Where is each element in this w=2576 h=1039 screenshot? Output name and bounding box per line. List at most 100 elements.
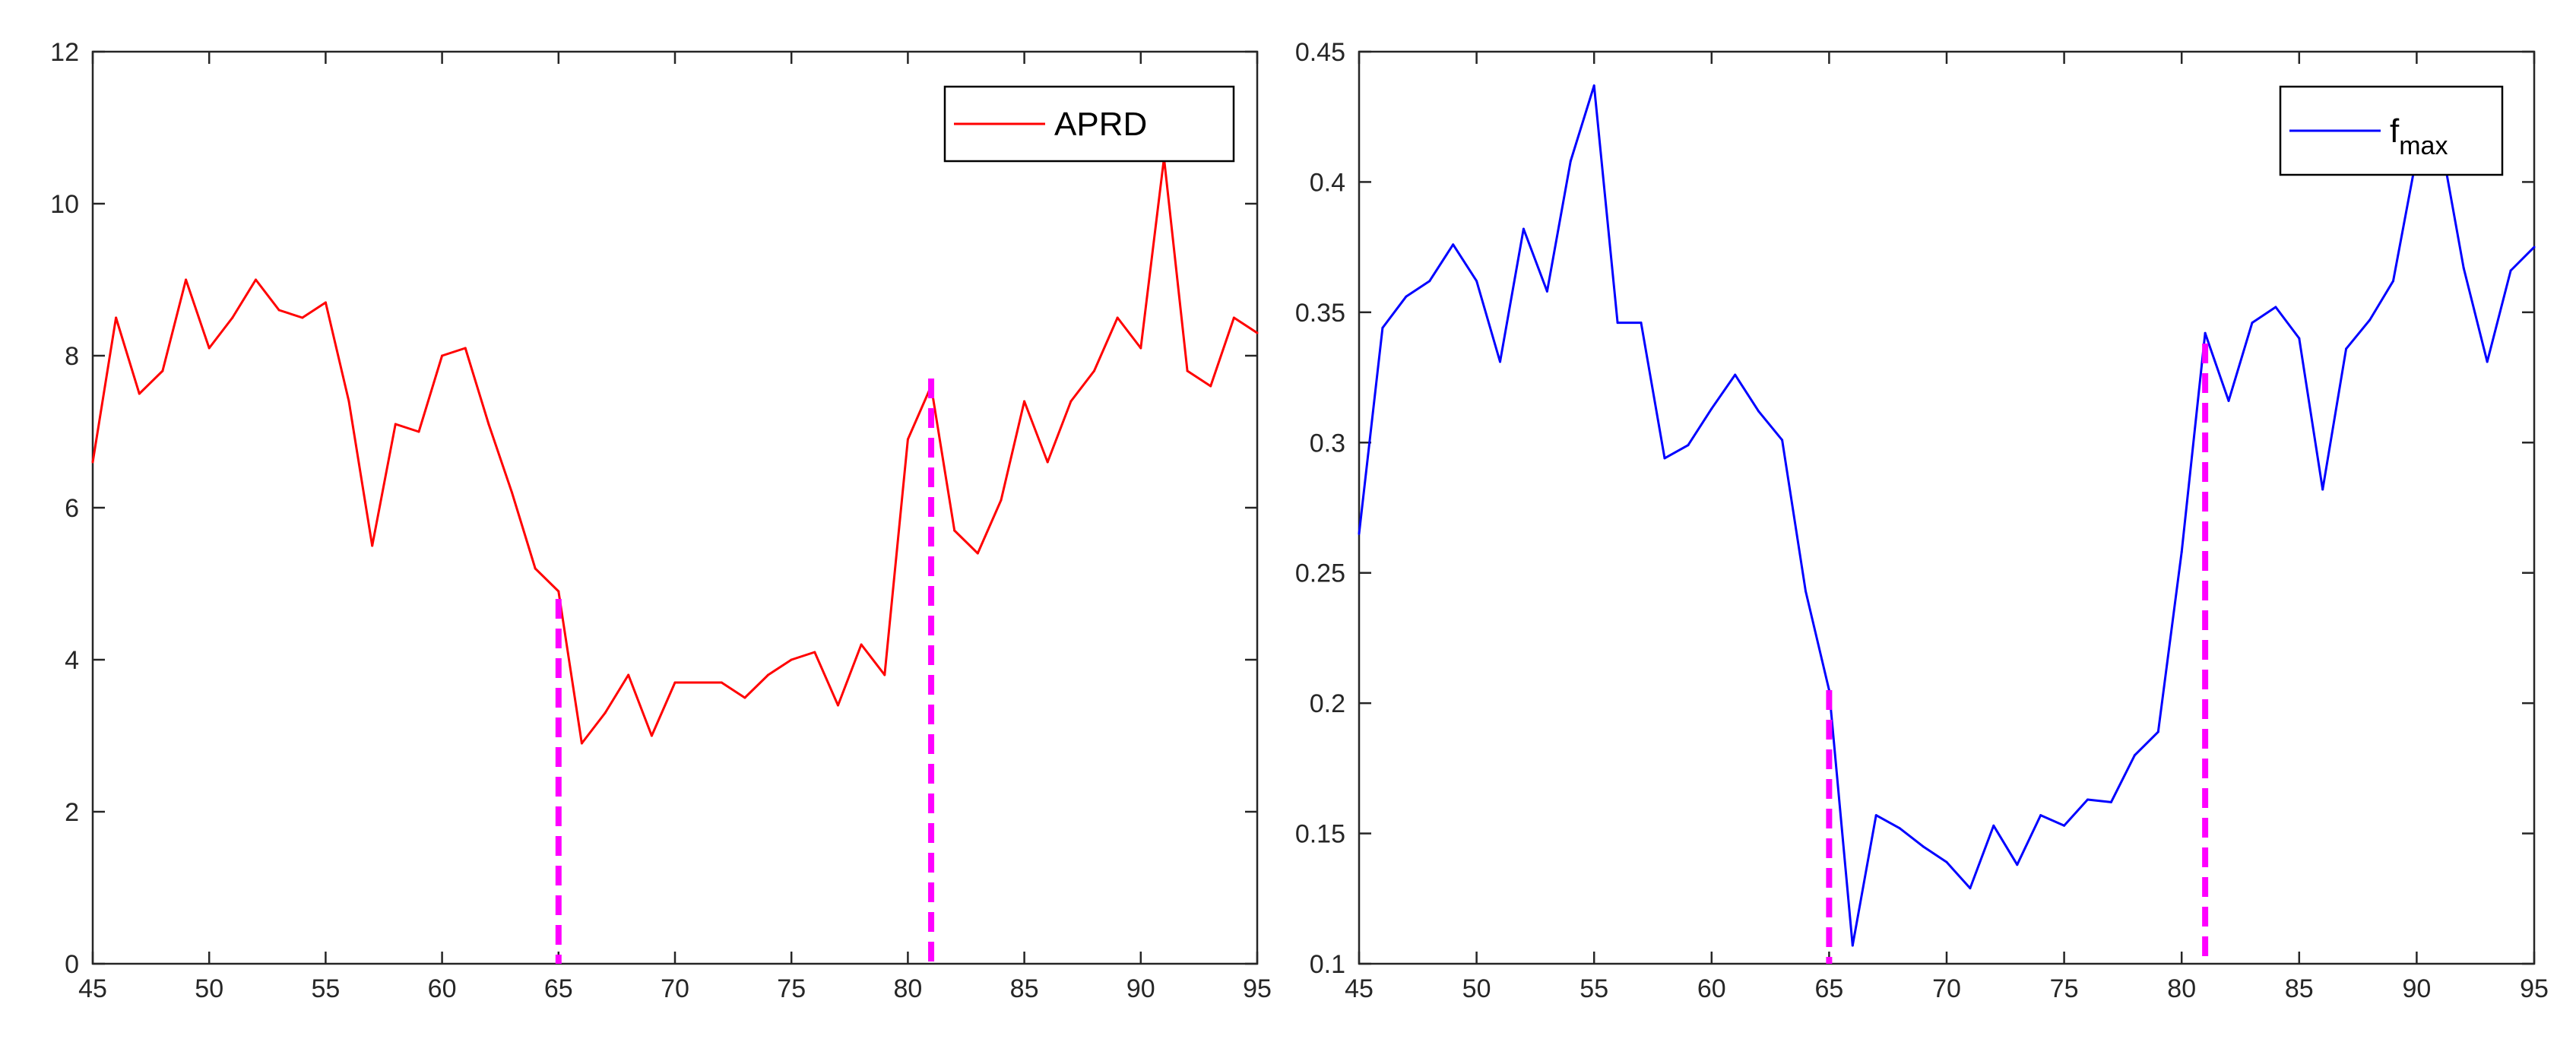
data-point (557, 590, 560, 593)
data-point (371, 544, 374, 547)
data-point (1640, 322, 1643, 325)
legend-label-main: f (2390, 112, 2400, 150)
data-point (697, 681, 700, 684)
data-point (231, 316, 234, 319)
data-point (673, 681, 676, 684)
x-tick-label: 45 (78, 974, 107, 1003)
data-point (1734, 373, 1737, 376)
y-tick-label: 12 (50, 38, 79, 67)
data-point (1023, 400, 1026, 403)
x-tick-label: 50 (195, 974, 223, 1003)
data-point (301, 316, 304, 319)
chart-panel-1: 45 50 55 60 65 70 75 80 85 90 95 0 2 4 6 8 10 12 APRD (50, 38, 1272, 1003)
chart-panel-2: 45 50 55 60 65 70 75 80 85 90 95 0.1 0.15 0.2 0.25 0.3 0… (1295, 38, 2549, 1003)
x-tick-label: 95 (2520, 974, 2549, 1003)
data-point (1000, 499, 1003, 502)
data-point (1969, 887, 1972, 890)
x-tick-label: 65 (1814, 974, 1843, 1003)
data-point (324, 301, 327, 304)
data-point (2321, 488, 2324, 491)
data-point (2180, 550, 2183, 553)
x-tick-label: 45 (1345, 974, 1374, 1003)
data-point (1046, 461, 1049, 464)
data-point (1522, 227, 1525, 230)
legend: APRD (943, 85, 1235, 163)
x-tick-label: 80 (893, 974, 922, 1003)
data-point (1804, 590, 1807, 593)
x-tick-label: 70 (1932, 974, 1961, 1003)
legend: fmax (2279, 85, 2504, 176)
y-tick-label: 0.15 (1295, 820, 1345, 849)
data-point (1945, 860, 1948, 863)
data-point (1874, 814, 1877, 817)
legend-label-main: APRD (1054, 106, 1147, 143)
data-point (743, 696, 746, 699)
data-point (511, 491, 514, 494)
data-point (2086, 798, 2090, 801)
data-point (976, 552, 979, 555)
data-point (2133, 754, 2136, 757)
data-point (394, 423, 397, 426)
data-point (580, 742, 583, 745)
data-point (1545, 290, 1548, 293)
data-point (1405, 295, 1408, 298)
data-point (2486, 360, 2489, 363)
data-point (883, 673, 886, 676)
data-point (1358, 532, 1361, 535)
data-point (1499, 360, 1502, 363)
x-tick-label: 65 (544, 974, 573, 1003)
data-point (1898, 827, 1901, 830)
x-tick-label: 70 (661, 974, 689, 1003)
plot-frame (91, 50, 1259, 965)
data-point (1381, 326, 1384, 329)
legend-label: APRD (1054, 106, 1147, 143)
y-tick-label: 10 (50, 190, 79, 219)
y-tick-label: 8 (65, 342, 79, 371)
y-tick-label: 0.2 (1310, 689, 1345, 718)
data-point (464, 347, 467, 350)
x-tick-label: 55 (311, 974, 340, 1003)
data-point (1139, 347, 1142, 350)
data-point (2063, 824, 2066, 827)
data-point (347, 400, 350, 403)
data-point (91, 461, 94, 464)
data-point (906, 438, 909, 441)
data-point (2251, 322, 2254, 325)
data-point (1209, 385, 1212, 388)
x-tick-label: 50 (1462, 974, 1491, 1003)
data-point (2039, 814, 2042, 817)
legend-label-subscript: max (2399, 131, 2448, 160)
data-point (2298, 337, 2301, 340)
data-point (604, 711, 607, 714)
data-point (720, 681, 723, 684)
data-point (277, 309, 280, 312)
data-point (534, 567, 537, 570)
data-point (860, 643, 863, 646)
data-point (836, 704, 839, 707)
x-tick-label: 85 (1010, 974, 1039, 1003)
y-tick-label: 4 (65, 646, 79, 675)
data-point (2345, 347, 2348, 350)
data-point (2227, 399, 2230, 402)
x-tick-label: 60 (428, 974, 457, 1003)
data-point (2156, 730, 2159, 733)
data-point (254, 278, 257, 281)
data-point (487, 423, 490, 426)
data-point (1475, 280, 1478, 283)
data-point (1781, 439, 1784, 442)
data-point (441, 354, 444, 357)
data-point (1592, 84, 1595, 87)
plot-frame (1358, 50, 2536, 965)
data-point (1256, 331, 1259, 334)
data-point (813, 651, 816, 654)
data-point (2391, 280, 2394, 283)
data-point (2016, 863, 2019, 866)
legend-label: fmax (2390, 112, 2448, 160)
data-point (1452, 243, 1455, 246)
data-point (208, 347, 211, 350)
data-point (2204, 331, 2207, 334)
y-tick-label: 0.3 (1310, 429, 1345, 458)
data-point (1710, 407, 1713, 410)
x-tick-label: 80 (2167, 974, 2196, 1003)
data-point (1428, 280, 1431, 283)
